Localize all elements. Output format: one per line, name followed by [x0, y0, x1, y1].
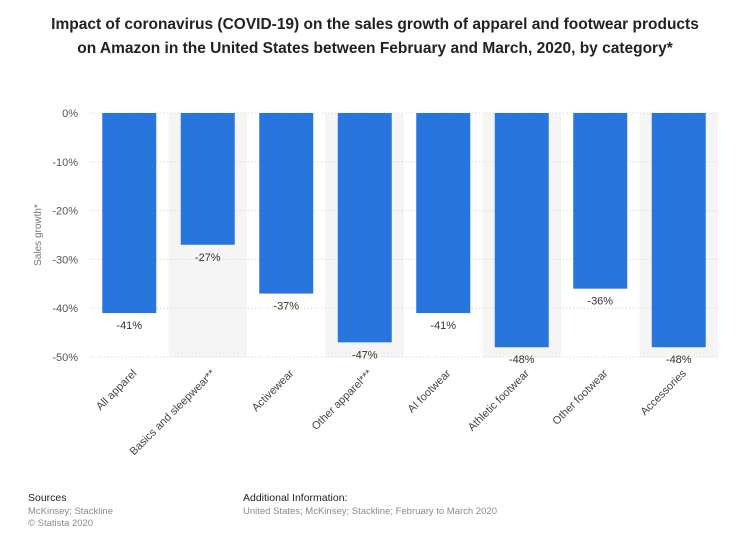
y-tick-label: -10% — [52, 157, 78, 169]
sources-line-1: McKinsey; Stackline — [28, 506, 114, 517]
value-label: -36% — [587, 296, 613, 308]
value-label: -37% — [273, 301, 299, 313]
value-label: -41% — [430, 320, 456, 332]
bar-chart: 0% -10% -20% -30% -40% -50% Sales growth* -41% A… — [33, 108, 718, 458]
value-label: -48% — [509, 354, 535, 366]
y-tick-label: -40% — [52, 303, 78, 315]
bar — [102, 113, 157, 314]
y-tick-label: -50% — [52, 352, 78, 364]
y-axis-label: Sales growth* — [33, 204, 44, 266]
chart-title: Impact of coronavirus (COVID-19) on the … — [51, 16, 699, 57]
bar — [337, 113, 392, 343]
additional-info-text: United States; McKinsey; Stackline; Febr… — [243, 506, 497, 517]
x-tick-label: Athletic footwear — [466, 367, 532, 433]
x-tick-label: Accessories — [638, 367, 689, 418]
x-tick-label: Activewear — [250, 367, 297, 414]
x-tick-label: AI footwear — [406, 367, 454, 415]
y-tick-label: 0% — [62, 108, 78, 120]
sources-line-2: © Statista 2020 — [28, 518, 94, 529]
additional-info-heading: Additional Information: — [243, 492, 348, 504]
x-tick-label: Basics and sleepwear** — [128, 367, 219, 458]
bar — [494, 113, 549, 348]
value-label: -27% — [195, 252, 221, 264]
bar — [259, 113, 314, 294]
value-label: -47% — [352, 349, 378, 361]
x-tick-label: Other apparel*** — [310, 367, 376, 433]
bar — [180, 113, 235, 245]
x-tick-label: Other footwear — [550, 367, 610, 427]
sources-heading: Sources — [28, 492, 67, 504]
y-tick-label: -30% — [52, 254, 78, 266]
y-tick-label: -20% — [52, 206, 78, 218]
bar — [651, 113, 706, 348]
bar — [416, 113, 471, 314]
value-label: -41% — [116, 320, 142, 332]
x-tick-label: All apparel — [94, 368, 139, 413]
value-label: -48% — [666, 354, 692, 366]
bar — [573, 113, 628, 289]
